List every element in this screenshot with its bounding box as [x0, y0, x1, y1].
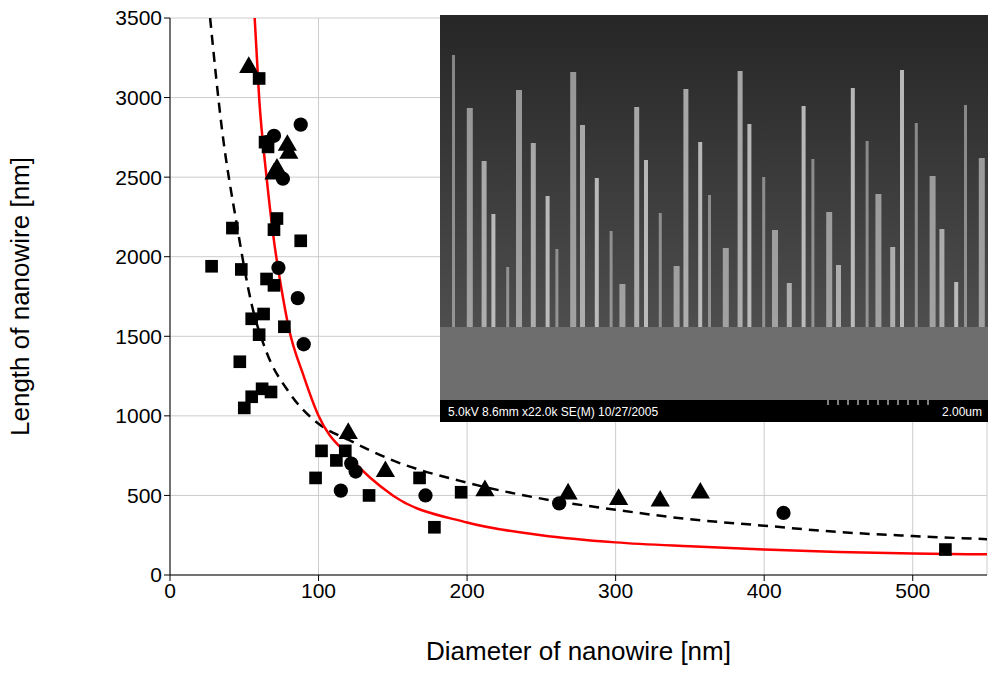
svg-text:Diameter of nanowire [nm]: Diameter of nanowire [nm] — [426, 636, 731, 666]
svg-text:0: 0 — [150, 563, 162, 586]
svg-text:3500: 3500 — [115, 6, 162, 29]
svg-text:200: 200 — [450, 579, 485, 602]
svg-text:Length of nanowire [nm]: Length of nanowire [nm] — [5, 157, 35, 436]
svg-text:400: 400 — [747, 579, 782, 602]
svg-text:100: 100 — [301, 579, 336, 602]
svg-text:5.0kV 8.6mm x22.0k SE(M) 10/27: 5.0kV 8.6mm x22.0k SE(M) 10/27/2005 — [448, 405, 658, 419]
svg-text:1000: 1000 — [115, 404, 162, 427]
svg-text:500: 500 — [895, 579, 930, 602]
svg-text:0: 0 — [164, 579, 176, 602]
svg-text:500: 500 — [127, 484, 162, 507]
svg-text:1500: 1500 — [115, 325, 162, 348]
svg-text:3000: 3000 — [115, 86, 162, 109]
svg-text:2000: 2000 — [115, 245, 162, 268]
svg-text:2.00um: 2.00um — [942, 405, 982, 419]
svg-text:300: 300 — [598, 579, 633, 602]
svg-text:2500: 2500 — [115, 166, 162, 189]
